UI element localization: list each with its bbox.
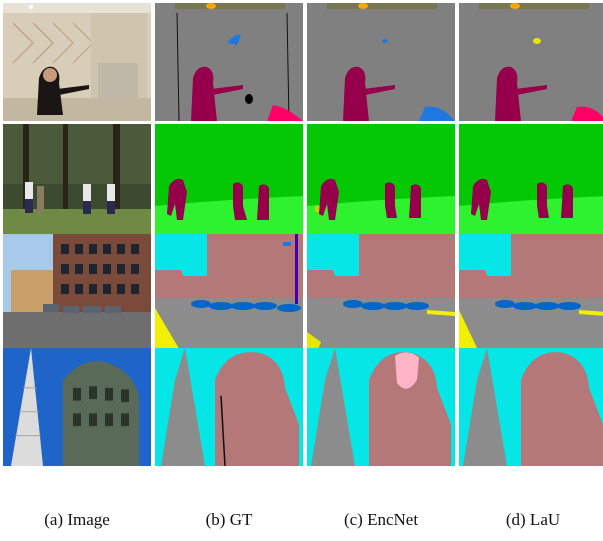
lau-golf — [459, 124, 603, 242]
figure-grid — [3, 3, 603, 466]
encnet-bathroom — [307, 3, 455, 121]
image-bathroom — [3, 3, 151, 121]
image-golf — [3, 124, 151, 242]
caption-lau: (d) LaU — [505, 510, 561, 529]
encnet-golf — [307, 124, 455, 242]
gt-street — [155, 234, 303, 352]
encnet-towers — [307, 348, 455, 466]
encnet-street — [307, 234, 455, 352]
lau-towers — [459, 348, 603, 466]
image-towers — [3, 348, 151, 466]
lau-bathroom — [459, 3, 603, 121]
caption-gt: (b) GT — [205, 510, 253, 529]
caption-image: (a) Image — [44, 510, 110, 529]
gt-bathroom — [155, 3, 303, 121]
image-street — [3, 234, 151, 352]
caption-encnet: (c) EncNet — [343, 510, 419, 529]
lau-street — [459, 234, 603, 352]
gt-towers — [155, 348, 303, 466]
gt-golf — [155, 124, 303, 242]
